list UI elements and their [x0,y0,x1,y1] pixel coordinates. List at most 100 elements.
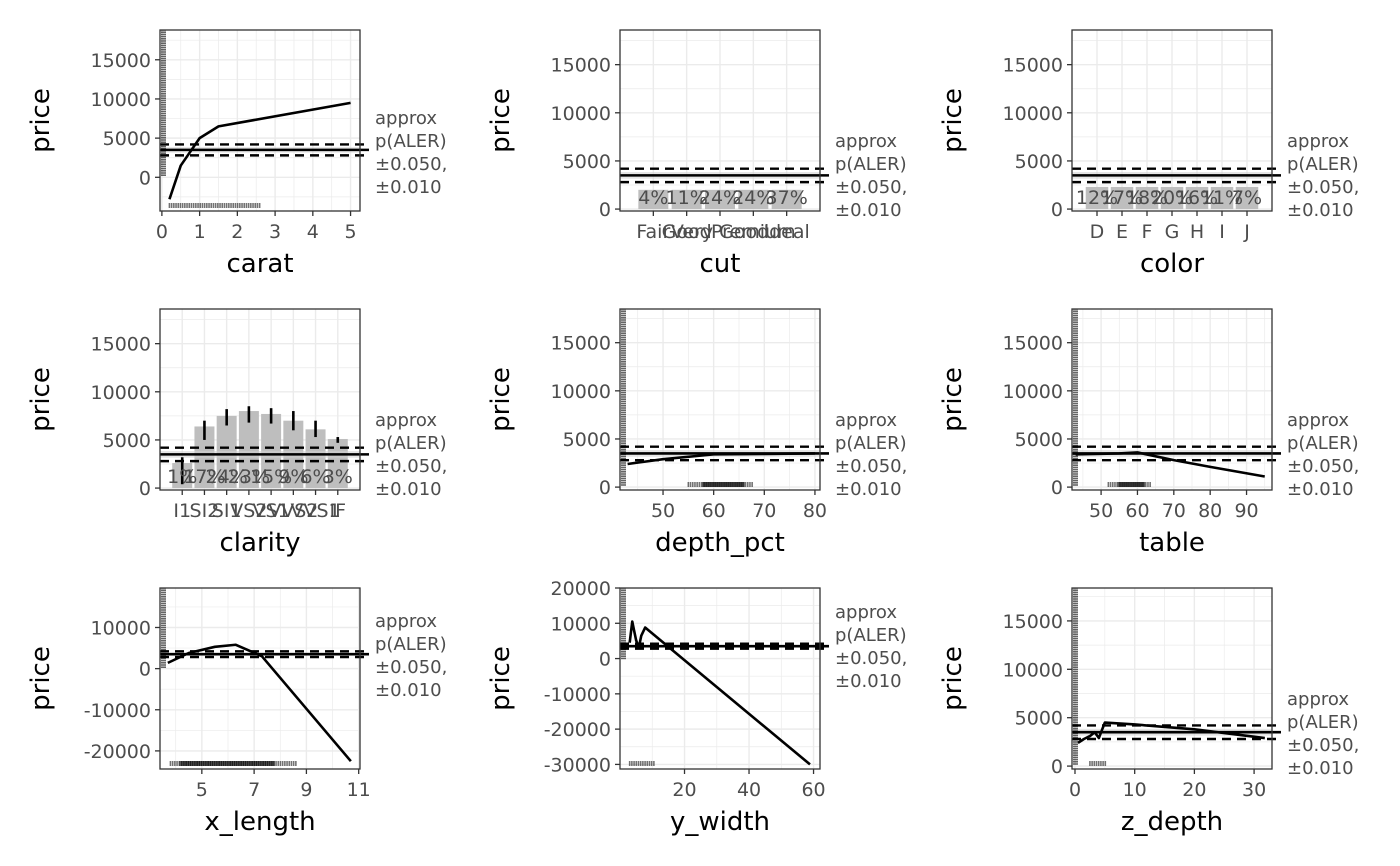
series-line [168,101,351,200]
x-tick-label: Fair [636,221,670,243]
y-tick-label: 5000 [1015,151,1063,173]
bar [1085,186,1109,210]
x-axis-title: carat [226,249,293,279]
panel-border [619,587,821,770]
x-axis-title: x_length [204,807,315,837]
x-axis-title: depth_pct [655,528,785,558]
aler-annotation-line: p(ALER) [1287,154,1359,175]
x-axis-title: z_depth [1121,807,1223,837]
bar-label: 37% [766,187,808,209]
panel-z_depth: 0 5000 10000 15000 0 10 20 30 z_depth price approx… [938,587,1359,837]
aler-annotation-line: p(ALER) [375,131,447,152]
bar-label: 23% [228,466,270,488]
panel-border [159,587,361,770]
y-tick-label: 15000 [551,55,611,77]
bar-label: 6% [300,466,330,488]
bar-label: 3% [323,466,353,488]
x-tick-label: 50 [651,500,675,522]
x-tick-label: 0 [1069,779,1081,801]
y-tick-label: -10000 [84,700,151,722]
bar [238,411,259,489]
y-tick-label: 10000 [551,613,611,635]
bar-label: 24% [732,187,774,209]
y-tick-label: -20000 [84,741,151,763]
x-tick-label: 4 [307,221,319,243]
y-tick-label: 15000 [1003,55,1063,77]
bar [638,189,669,210]
x-axis-title: color [1140,249,1204,279]
x-tick-label: 90 [1234,500,1258,522]
aler-annotation-line: ±0.050, [1287,177,1359,198]
y-tick-label: -30000 [544,754,611,776]
aler-annotation-line: p(ALER) [375,433,447,454]
y-tick-label: 0 [599,477,611,499]
panel-background [160,30,360,211]
x-tick-label: 9 [300,779,312,801]
y-tick-label: 5000 [1015,708,1063,730]
bar [1210,186,1234,210]
aler-annotation-line: ±0.010 [835,200,902,221]
x-axis-title: clarity [220,528,301,558]
y-tick-label: 15000 [1003,333,1063,355]
bar-label: 9% [278,466,308,488]
y-axis-title: price [26,367,56,432]
x-tick-label: 30 [1242,779,1266,801]
x-tick-label: 11 [347,779,371,801]
y-tick-label: 10000 [551,381,611,403]
y-tick-label: 5000 [1015,429,1063,451]
aler-annotation-line: ±0.050, [1287,735,1359,756]
y-tick-label: 0 [1051,756,1063,778]
aler-annotation-line: ±0.010 [375,177,442,198]
bar [1110,186,1134,210]
y-tick-label: 0 [599,199,611,221]
panel-background [620,588,820,769]
y-tick-label: 20000 [551,578,611,600]
x-tick-label: 0 [156,221,168,243]
x-tick-label: 60 [702,500,726,522]
x-tick-label: 10 [1123,779,1147,801]
y-axis-title: price [938,88,968,153]
panel-background [160,588,360,769]
y-tick-label: -10000 [544,684,611,706]
y-tick-label: 10000 [91,382,151,404]
bar-label: 11% [666,187,708,209]
y-axis-title: price [486,367,516,432]
y-axis-title: price [486,646,516,711]
bar-label: 11% [1201,187,1243,209]
x-tick-label: 50 [1089,500,1113,522]
y-tick-label: 5000 [563,429,611,451]
aler-annotation-line: ±0.050, [835,648,907,669]
x-tick-label: H [1190,221,1204,243]
x-tick-label: 40 [737,779,761,801]
x-tick-label: Ideal [764,221,810,243]
bar-label: 7% [1232,187,1262,209]
y-tick-label: 0 [599,649,611,671]
x-tick-label: 20 [1182,779,1206,801]
aler-annotation-line: ±0.050, [375,456,447,477]
aler-annotation-line: p(ALER) [835,154,907,175]
bar-label: 16% [1176,187,1218,209]
x-tick-label: 60 [801,779,825,801]
y-tick-label: 0 [1051,199,1063,221]
aler-annotation-line: approx [835,131,897,152]
panel-background [160,309,360,490]
aler-annotation-line: ±0.010 [835,479,902,500]
y-tick-label: 10000 [91,89,151,111]
bar [1185,186,1209,210]
x-tick-label: 7 [248,779,260,801]
aler-annotation-line: approx [1287,689,1349,710]
x-tick-label: 60 [1125,500,1149,522]
aler-annotation-line: p(ALER) [1287,712,1359,733]
bar [738,189,769,210]
bar-label: 12% [1076,187,1118,209]
x-tick-label: Premium [711,221,796,243]
x-tick-label: 80 [803,500,827,522]
aler-annotation-line: ±0.050, [375,154,447,175]
x-tick-label: VVS1 [290,500,340,522]
panel-border [1071,308,1273,491]
x-tick-label: 5 [345,221,357,243]
x-tick-label: SI1 [212,500,242,522]
y-axis-title: price [938,646,968,711]
bar [305,429,326,489]
aler-annotation-line: approx [375,410,437,431]
